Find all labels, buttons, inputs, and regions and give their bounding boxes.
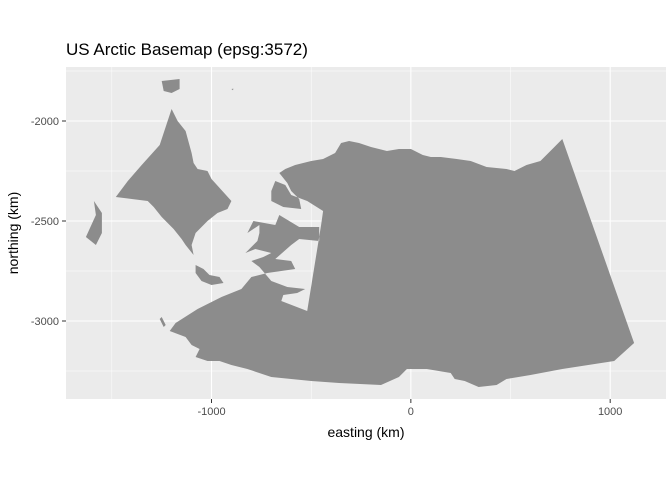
western-cape <box>85 201 102 245</box>
x-tick-label: -1000 <box>197 406 225 418</box>
st-matthew-island <box>159 317 166 327</box>
y-axis-title: northing (km) <box>5 192 21 274</box>
chart-title: US Arctic Basemap (epsg:3572) <box>66 40 308 59</box>
y-tick-label: -2000 <box>31 116 59 128</box>
alaska-mainland <box>169 139 635 387</box>
wrangel-island <box>161 79 180 93</box>
y-axis: -2000 -2500 -3000 <box>31 116 66 328</box>
x-axis: -1000 0 1000 <box>197 399 622 418</box>
landmass-layer <box>85 79 635 387</box>
x-axis-title: easting (km) <box>327 424 404 440</box>
x-tick-label: 1000 <box>598 406 622 418</box>
small-islet-north <box>231 88 234 91</box>
y-tick-label: -3000 <box>31 316 59 328</box>
x-tick-label: 0 <box>408 406 414 418</box>
chukotka-peninsula <box>115 109 232 255</box>
st-lawrence-island <box>195 265 224 285</box>
y-tick-label: -2500 <box>31 216 59 228</box>
